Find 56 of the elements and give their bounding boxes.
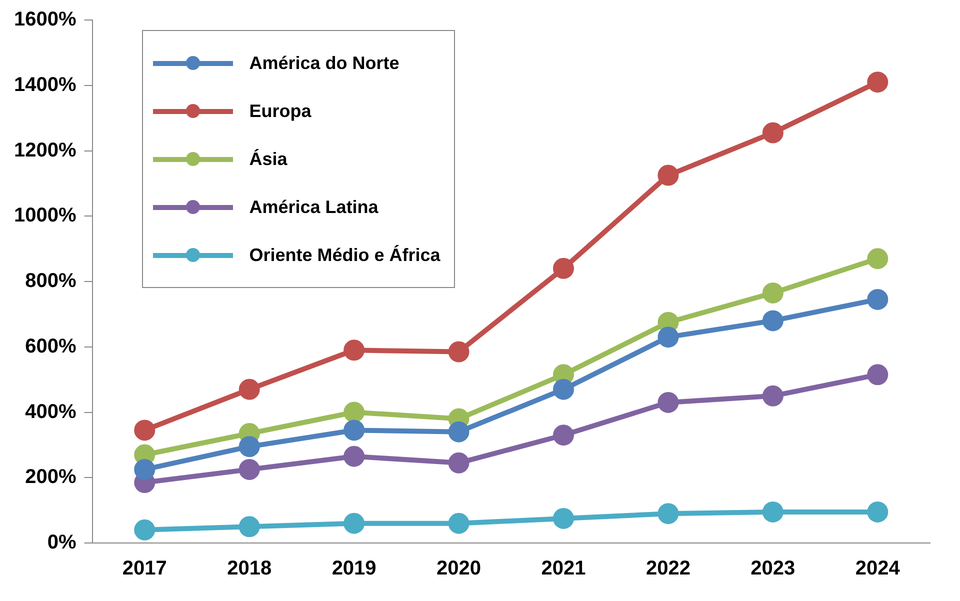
point bbox=[134, 519, 156, 540]
x-tick-label: 2019 bbox=[332, 558, 376, 580]
y-tick-label: 0% bbox=[47, 532, 76, 554]
y-tick-label: 1000% bbox=[14, 204, 76, 227]
point bbox=[867, 248, 888, 270]
y-tick-label: 1400% bbox=[14, 74, 76, 96]
point bbox=[867, 501, 888, 522]
x-tick-label: 2024 bbox=[855, 558, 901, 580]
point bbox=[238, 516, 260, 538]
point bbox=[448, 421, 470, 442]
x-tick-label: 2018 bbox=[227, 558, 272, 580]
point bbox=[552, 258, 574, 279]
y-tick-label: 1600% bbox=[14, 8, 76, 31]
x-tick-label: 2022 bbox=[646, 558, 690, 580]
legend-label: América do Norte bbox=[249, 52, 400, 74]
x-tick-label: 2021 bbox=[541, 558, 586, 580]
y-tick-label: 800% bbox=[25, 270, 76, 292]
point bbox=[762, 501, 784, 522]
point bbox=[867, 72, 888, 93]
point bbox=[344, 340, 365, 361]
point bbox=[762, 385, 784, 406]
y-tick-label: 1200% bbox=[14, 139, 76, 162]
point bbox=[658, 503, 679, 524]
x-tick-label: 2020 bbox=[436, 558, 482, 580]
point bbox=[238, 378, 260, 400]
legend-label: Europa bbox=[249, 100, 312, 122]
point bbox=[344, 420, 365, 441]
y-tick-label: 200% bbox=[25, 466, 76, 488]
point bbox=[134, 458, 156, 480]
x-tick-label: 2023 bbox=[750, 558, 796, 580]
point bbox=[762, 282, 784, 304]
point bbox=[762, 122, 784, 144]
legend-label: América Latina bbox=[249, 196, 378, 218]
point bbox=[344, 512, 365, 534]
point bbox=[658, 164, 679, 186]
legend-label: Ásia bbox=[249, 148, 288, 170]
point bbox=[238, 436, 260, 458]
point bbox=[448, 452, 470, 474]
y-tick-label: 600% bbox=[25, 335, 76, 358]
point bbox=[238, 458, 260, 480]
point bbox=[658, 326, 679, 348]
y-tick-label: 400% bbox=[25, 400, 76, 423]
point bbox=[867, 288, 888, 310]
legend-label: Oriente Médio e África bbox=[249, 244, 440, 266]
point bbox=[762, 310, 784, 332]
point bbox=[658, 392, 679, 413]
point bbox=[344, 402, 365, 423]
point bbox=[448, 512, 470, 534]
point bbox=[448, 341, 470, 362]
point bbox=[552, 508, 574, 529]
point bbox=[134, 420, 156, 441]
point bbox=[867, 364, 888, 386]
point bbox=[552, 378, 574, 400]
x-tick-label: 2017 bbox=[122, 558, 167, 580]
point bbox=[552, 424, 574, 446]
point bbox=[344, 446, 365, 467]
